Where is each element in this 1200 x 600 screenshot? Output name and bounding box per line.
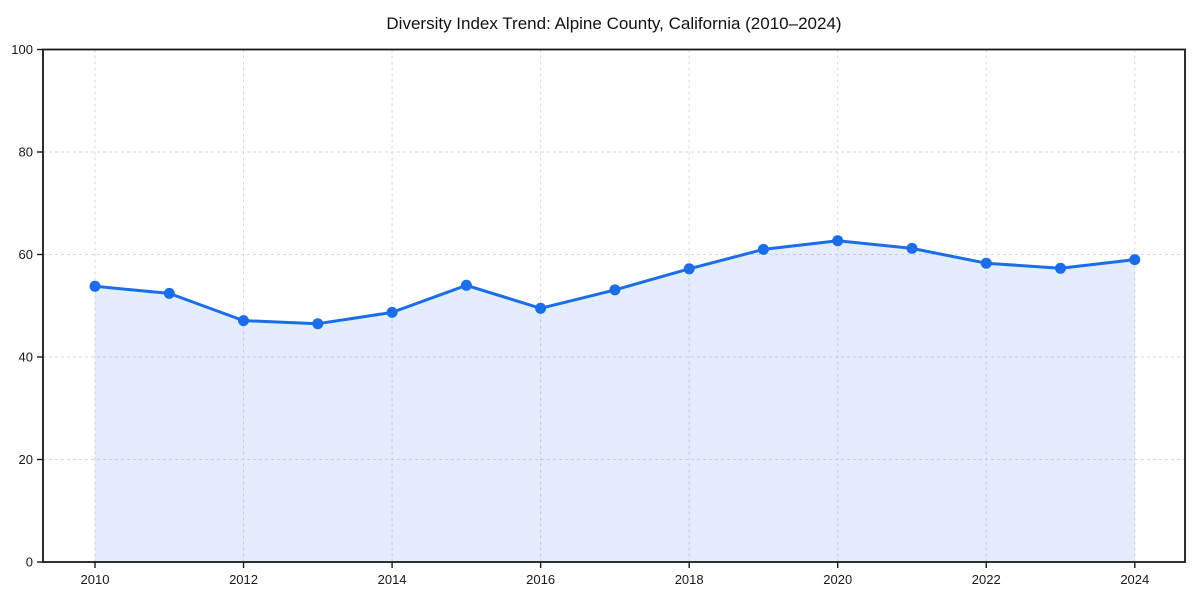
- y-tick-label: 80: [19, 145, 33, 160]
- x-tick-label: 2020: [823, 572, 852, 587]
- data-point: [609, 284, 621, 296]
- data-point: [238, 315, 249, 327]
- x-tick-label: 2016: [526, 572, 555, 587]
- data-point: [386, 306, 398, 318]
- data-point: [1129, 254, 1141, 266]
- y-tick-label: 40: [19, 350, 33, 365]
- data-point: [832, 235, 844, 247]
- data-point: [1055, 262, 1066, 274]
- plot-border: [42, 48, 1186, 563]
- area-fill: [95, 240, 1135, 562]
- y-tick-label: 0: [26, 555, 33, 570]
- data-point: [460, 279, 472, 291]
- x-tick-label: 2022: [972, 572, 1001, 587]
- y-tick-label: 60: [19, 247, 33, 262]
- data-point: [89, 280, 101, 292]
- y-tick-label: 20: [19, 452, 33, 467]
- data-point: [163, 287, 175, 299]
- x-tick-label: 2018: [675, 572, 704, 587]
- x-tick-label: 2010: [81, 572, 110, 587]
- y-tick-label: 100: [11, 42, 33, 57]
- chart-title: Diversity Index Trend: Alpine County, Ca…: [386, 14, 841, 33]
- x-tick-label: 2012: [229, 572, 258, 587]
- data-point: [980, 257, 992, 269]
- data-point: [683, 263, 695, 275]
- data-point: [757, 243, 769, 255]
- plot-area: 0 20 40 60 80 100 2010 2012 2014 2016 2018 2020 2022…: [11, 42, 1186, 587]
- x-tick-label: 2014: [378, 572, 407, 587]
- data-point: [906, 242, 918, 254]
- data-point: [535, 302, 547, 314]
- x-tick-label: 2024: [1120, 572, 1149, 587]
- data-point: [312, 318, 324, 330]
